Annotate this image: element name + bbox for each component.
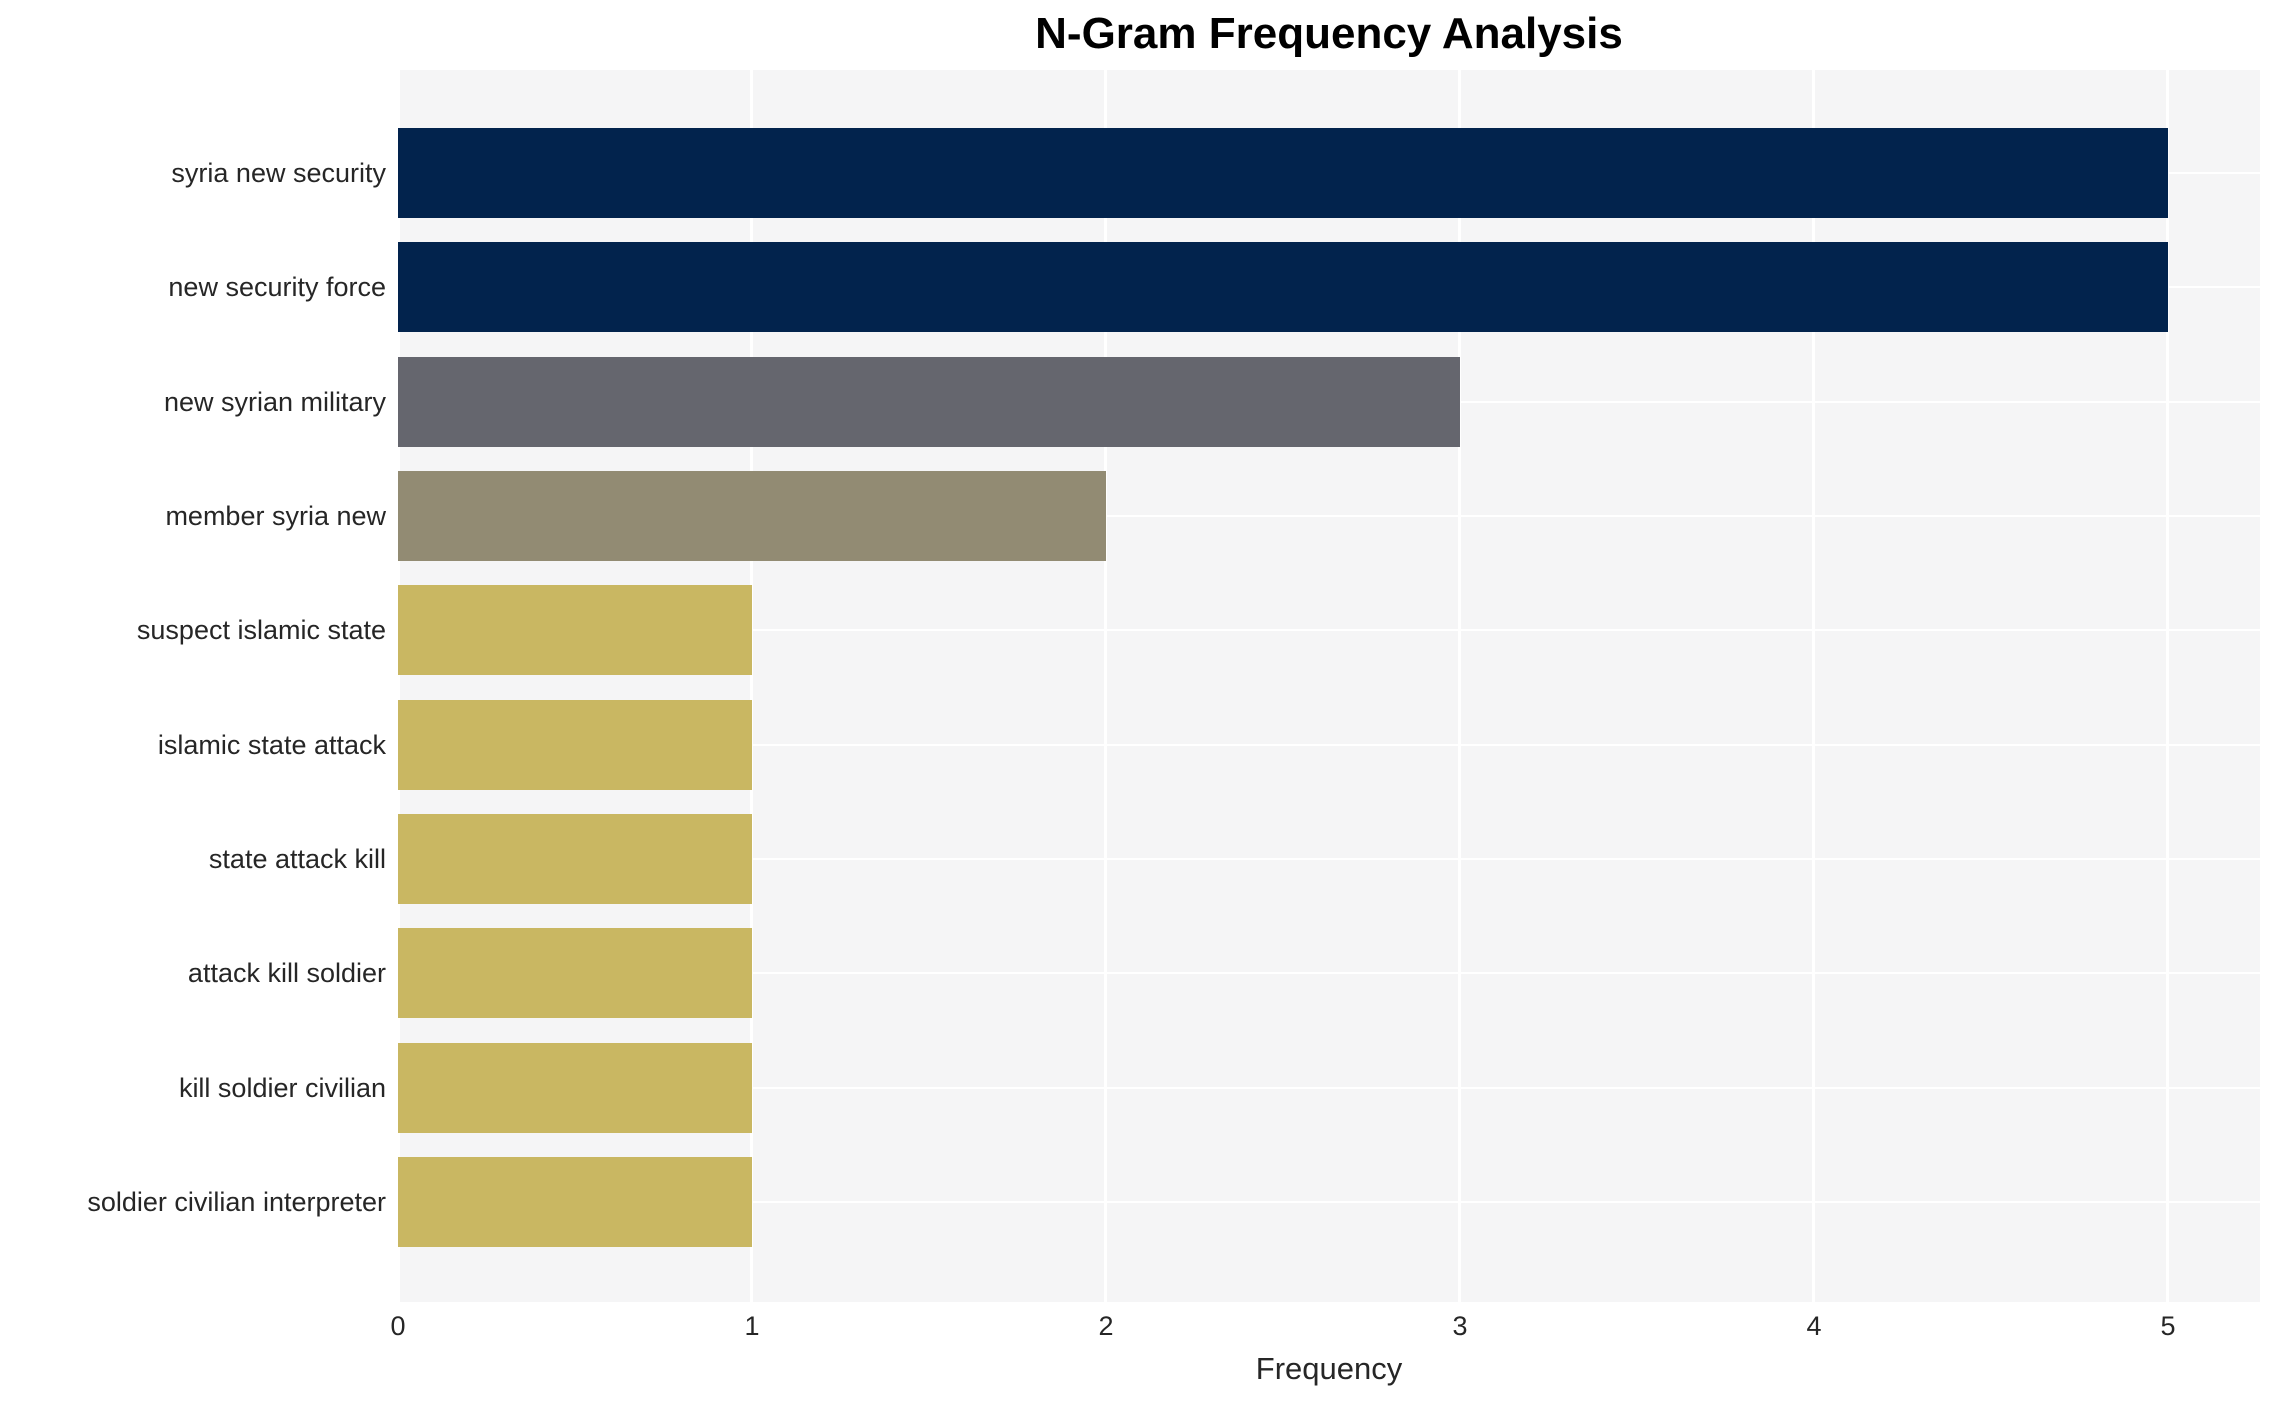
grid-line-vertical xyxy=(398,70,400,1302)
bar xyxy=(398,242,2168,333)
grid-line-horizontal xyxy=(398,972,2260,975)
bar xyxy=(398,471,1106,562)
grid-line-horizontal xyxy=(398,515,2260,518)
y-axis-label: member syria new xyxy=(165,501,386,532)
bar xyxy=(398,128,2168,218)
x-tick-label: 1 xyxy=(744,1311,760,1341)
bar xyxy=(398,1042,752,1133)
y-axis-label: soldier civilian interpreter xyxy=(87,1187,386,1218)
grid-line-horizontal xyxy=(398,629,2260,632)
grid-line-vertical xyxy=(1812,70,1816,1302)
bar xyxy=(398,356,1460,447)
y-axis-label: state attack kill xyxy=(208,844,386,875)
grid-line-vertical xyxy=(750,70,754,1302)
x-tick-label: 3 xyxy=(1452,1311,1468,1341)
y-axis-label: new security force xyxy=(168,272,386,303)
chart-title: N-Gram Frequency Analysis xyxy=(1035,9,1623,58)
x-tick-label: 5 xyxy=(2160,1311,2176,1341)
y-axis-label: syria new security xyxy=(171,158,386,188)
grid-line-vertical xyxy=(1104,70,1108,1302)
bar xyxy=(398,928,752,1019)
bar xyxy=(398,699,752,790)
x-axis-title: Frequency xyxy=(1255,1351,1403,1386)
grid-line-horizontal xyxy=(398,743,2260,746)
grid-line-horizontal xyxy=(398,1201,2260,1204)
bar xyxy=(398,814,752,905)
grid-line-vertical xyxy=(2166,70,2170,1302)
grid-line-horizontal xyxy=(398,1086,2260,1089)
plot-area xyxy=(398,70,2260,1302)
y-axis-label: attack kill soldier xyxy=(187,958,386,989)
y-axis-label: suspect islamic state xyxy=(136,615,386,646)
x-tick-label: 2 xyxy=(1098,1311,1114,1341)
y-axis-label: islamic state attack xyxy=(157,729,386,760)
grid-line-vertical xyxy=(1458,70,1462,1302)
y-axis-label: new syrian military xyxy=(163,386,386,417)
bar xyxy=(398,585,752,676)
x-axis-ticks: 0 1 2 3 4 5 xyxy=(0,1310,2278,1344)
x-tick-label: 0 xyxy=(390,1311,406,1341)
grid-line-horizontal xyxy=(398,858,2260,861)
y-axis-label: kill soldier civilian xyxy=(178,1072,386,1103)
x-tick-label: 4 xyxy=(1806,1311,1822,1341)
bar xyxy=(398,1157,752,1248)
y-axis-labels: syria new security new security force new … xyxy=(0,70,386,1302)
